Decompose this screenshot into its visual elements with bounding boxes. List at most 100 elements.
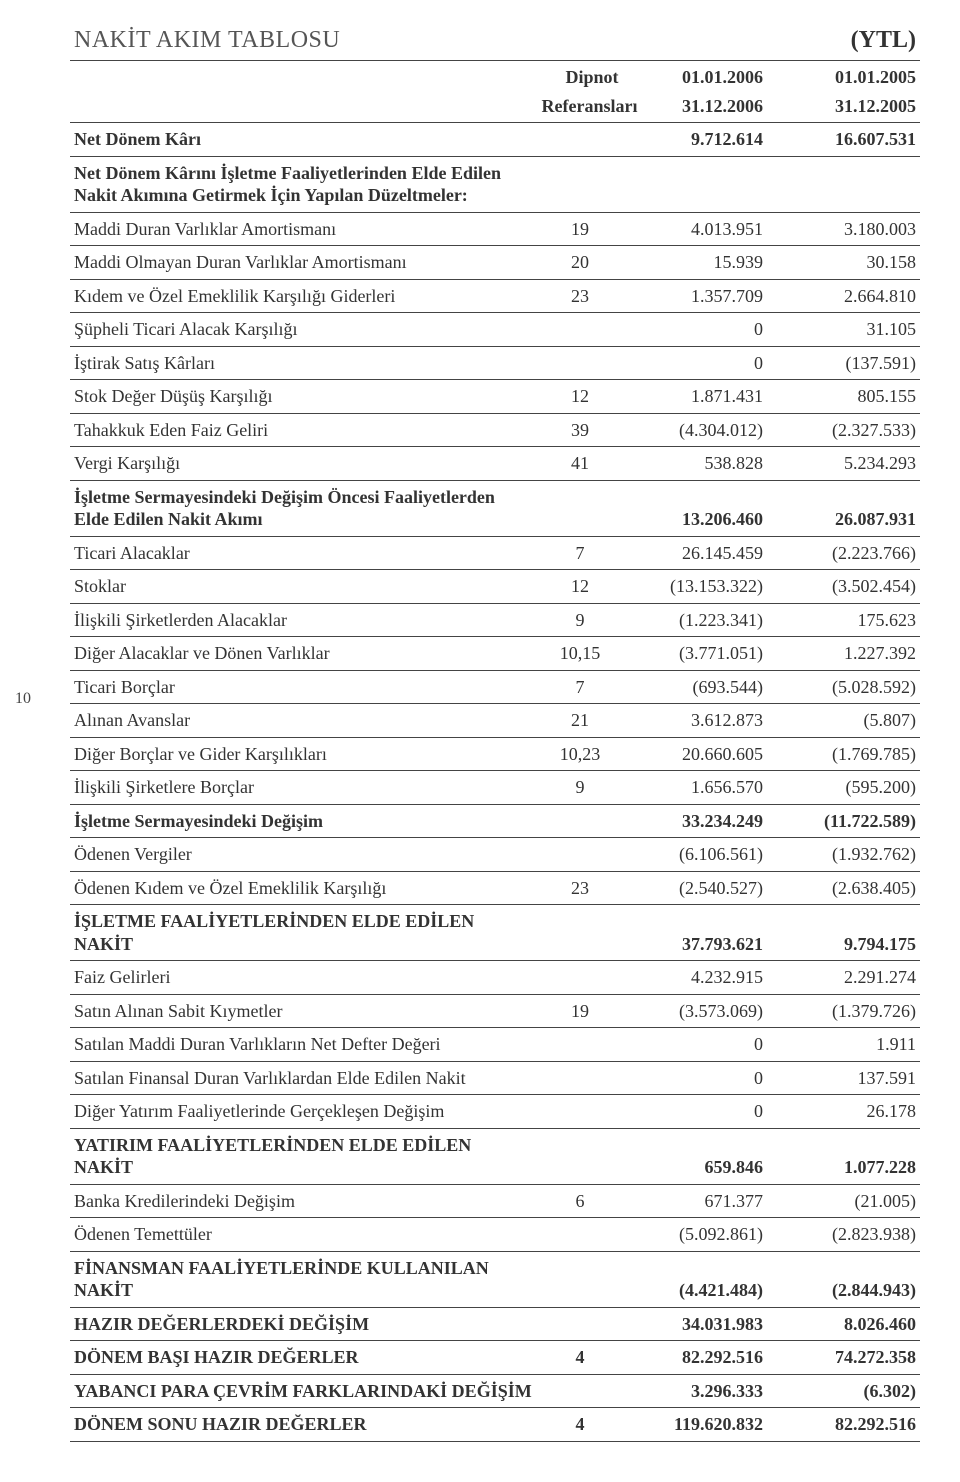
row-note <box>538 804 623 838</box>
row-note <box>538 1095 623 1129</box>
row-value-2: (1.769.785) <box>767 737 920 771</box>
row-value-1: (5.092.861) <box>623 1218 768 1252</box>
row-value-1: 4.232.915 <box>623 961 768 995</box>
row-note <box>538 346 623 380</box>
row-value-1: 26.145.459 <box>623 536 768 570</box>
row-value-2: (2.223.766) <box>767 536 920 570</box>
row-note <box>538 123 623 157</box>
table-row: Şüpheli Ticari Alacak Karşılığı 031.105 <box>70 313 920 347</box>
table-row: Kıdem ve Özel Emeklilik Karşılığı Giderl… <box>70 279 920 313</box>
row-note: 7 <box>538 670 623 704</box>
table-row: Faiz Gelirleri4.232.9152.291.274 <box>70 961 920 995</box>
table-row: Ödenen Kıdem ve Özel Emeklilik Karşılığı… <box>70 871 920 905</box>
row-label: Maddi Duran Varlıklar Amortismanı <box>70 212 538 246</box>
row-label: İlişkili Şirketlerden Alacaklar <box>70 603 538 637</box>
row-note <box>538 313 623 347</box>
row-note <box>538 961 623 995</box>
row-value-2: (6.302) <box>767 1374 920 1408</box>
table-row: FİNANSMAN FAALİYETLERİNDE KULLANILAN NAK… <box>70 1251 920 1307</box>
row-value-2: (137.591) <box>767 346 920 380</box>
row-value-2 <box>767 156 920 212</box>
row-value-1: 0 <box>623 346 768 380</box>
col-header-period2: 01.01.2005 <box>767 61 920 94</box>
row-value-2: (5.028.592) <box>767 670 920 704</box>
row-label: YABANCI PARA ÇEVRİM FARKLARINDAKİ DEĞİŞİ… <box>70 1374 538 1408</box>
table-row: Satılan Maddi Duran Varlıkların Net Deft… <box>70 1028 920 1062</box>
col-header-period1: 01.01.2006 <box>623 61 768 94</box>
row-value-2: 16.607.531 <box>767 123 920 157</box>
row-note: 4 <box>538 1341 623 1375</box>
row-value-1: 538.828 <box>623 447 768 481</box>
row-note <box>538 838 623 872</box>
table-row: Alınan Avanslar213.612.873(5.807) <box>70 704 920 738</box>
row-value-1: (4.304.012) <box>623 413 768 447</box>
row-label: YATIRIM FAALİYETLERİNDEN ELDE EDİLEN NAK… <box>70 1128 538 1184</box>
row-value-1: 671.377 <box>623 1184 768 1218</box>
row-note: 10,15 <box>538 637 623 671</box>
row-value-2: (2.327.533) <box>767 413 920 447</box>
table-row: Diğer Yatırım Faaliyetlerinde Gerçekleşe… <box>70 1095 920 1129</box>
row-label: Diğer Alacaklar ve Dönen Varlıklar <box>70 637 538 671</box>
row-label: Tahakkuk Eden Faiz Geliri <box>70 413 538 447</box>
row-label: Vergi Karşılığı <box>70 447 538 481</box>
row-value-1: 34.031.983 <box>623 1307 768 1341</box>
row-value-1: (3.771.051) <box>623 637 768 671</box>
row-value-1: 13.206.460 <box>623 480 768 536</box>
row-note: 4 <box>538 1408 623 1442</box>
row-note <box>538 1128 623 1184</box>
table-row: YABANCI PARA ÇEVRİM FARKLARINDAKİ DEĞİŞİ… <box>70 1374 920 1408</box>
row-label: HAZIR DEĞERLERDEKİ DEĞİŞİM <box>70 1307 538 1341</box>
row-value-2: 2.291.274 <box>767 961 920 995</box>
row-label: Ticari Alacaklar <box>70 536 538 570</box>
row-value-2: (2.844.943) <box>767 1251 920 1307</box>
table-row: DÖNEM SONU HAZIR DEĞERLER4119.620.83282.… <box>70 1408 920 1442</box>
table-row: DÖNEM BAŞI HAZIR DEĞERLER482.292.51674.2… <box>70 1341 920 1375</box>
row-value-1: 1.656.570 <box>623 771 768 805</box>
row-value-2: 3.180.003 <box>767 212 920 246</box>
row-label: Şüpheli Ticari Alacak Karşılığı <box>70 313 538 347</box>
table-row: HAZIR DEĞERLERDEKİ DEĞİŞİM 34.031.9838.02… <box>70 1307 920 1341</box>
row-value-1 <box>623 156 768 212</box>
row-note: 23 <box>538 279 623 313</box>
table-row: İlişkili Şirketlere Borçlar91.656.570(59… <box>70 771 920 805</box>
row-value-1: 0 <box>623 1095 768 1129</box>
row-value-2: (3.502.454) <box>767 570 920 604</box>
row-value-2: 26.087.931 <box>767 480 920 536</box>
row-label: Net Dönem Kârı <box>70 123 538 157</box>
row-value-1: (2.540.527) <box>623 871 768 905</box>
row-label: Ticari Borçlar <box>70 670 538 704</box>
row-value-2: 31.105 <box>767 313 920 347</box>
table-row: Tahakkuk Eden Faiz Geliri39(4.304.012)(2… <box>70 413 920 447</box>
row-value-1: 1.871.431 <box>623 380 768 414</box>
row-value-1: (6.106.561) <box>623 838 768 872</box>
row-value-1: 0 <box>623 313 768 347</box>
row-note: 7 <box>538 536 623 570</box>
row-label: Satın Alınan Sabit Kıymetler <box>70 994 538 1028</box>
row-note <box>538 156 623 212</box>
row-note: 10,23 <box>538 737 623 771</box>
row-label: DÖNEM SONU HAZIR DEĞERLER <box>70 1408 538 1442</box>
row-note: 23 <box>538 871 623 905</box>
row-value-2: 9.794.175 <box>767 905 920 961</box>
row-value-2: (1.932.762) <box>767 838 920 872</box>
row-value-1: 3.296.333 <box>623 1374 768 1408</box>
row-value-2: 1.227.392 <box>767 637 920 671</box>
col-header-period2-sub: 31.12.2005 <box>767 94 920 123</box>
table-row: Maddi Duran Varlıklar Amortismanı194.013… <box>70 212 920 246</box>
row-label: FİNANSMAN FAALİYETLERİNDE KULLANILAN NAK… <box>70 1251 538 1307</box>
table-row: Banka Kredilerindeki Değişim6671.377(21.… <box>70 1184 920 1218</box>
col-header-note: Dipnot <box>538 61 623 94</box>
row-note: 6 <box>538 1184 623 1218</box>
table-row: Stoklar12(13.153.322)(3.502.454) <box>70 570 920 604</box>
row-label: Maddi Olmayan Duran Varlıklar Amortisman… <box>70 246 538 280</box>
row-note: 20 <box>538 246 623 280</box>
row-value-2: 8.026.460 <box>767 1307 920 1341</box>
row-value-1: 4.013.951 <box>623 212 768 246</box>
row-value-2: (21.005) <box>767 1184 920 1218</box>
row-label: Kıdem ve Özel Emeklilik Karşılığı Giderl… <box>70 279 538 313</box>
row-note: 19 <box>538 212 623 246</box>
row-value-2: (5.807) <box>767 704 920 738</box>
row-value-2: 137.591 <box>767 1061 920 1095</box>
row-note: 41 <box>538 447 623 481</box>
table-row: Ticari Borçlar7(693.544)(5.028.592) <box>70 670 920 704</box>
